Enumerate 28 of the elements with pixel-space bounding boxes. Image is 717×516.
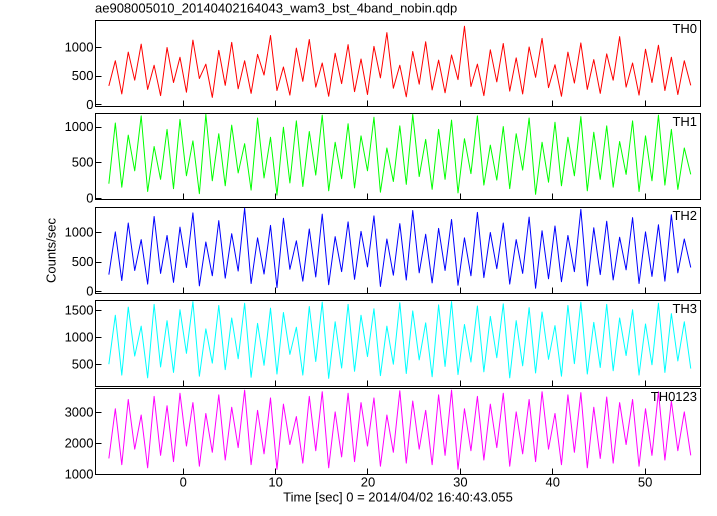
y-tick-label: 2000 — [64, 435, 94, 450]
series-label: TH3 — [672, 301, 697, 316]
y-tick-label: 0 — [86, 284, 94, 299]
y-tick-label: 3000 — [64, 404, 94, 420]
y-tick-label: 1500 — [64, 302, 94, 318]
x-tick-label: 50 — [638, 474, 652, 490]
x-tick-label: 0 — [180, 474, 187, 490]
y-tick-label: 1000 — [64, 39, 94, 54]
series-label: TH0 — [672, 21, 697, 36]
y-tick-label: 1000 — [64, 466, 94, 482]
x-tick-label: 40 — [545, 474, 560, 490]
y-tick-label: 500 — [72, 68, 94, 84]
y-tick-label: 0 — [86, 190, 94, 206]
x-tick-label: 20 — [360, 474, 376, 490]
series-label: TH1 — [672, 114, 697, 129]
x-tick-label: 30 — [453, 474, 468, 490]
x-tick-label: 10 — [268, 474, 283, 490]
y-tick-label: 0 — [86, 96, 94, 112]
x-axis-title: Time [sec] 0 = 2014/04/02 16:40:43.055 — [283, 490, 513, 504]
series-label: TH2 — [672, 208, 697, 223]
y-axis-title: Counts/sec — [44, 217, 59, 284]
y-tick-label: 1000 — [64, 119, 94, 134]
y-tick-label: 500 — [72, 356, 94, 372]
y-tick-label: 1000 — [64, 330, 94, 345]
y-tick-label: 1000 — [64, 224, 94, 240]
y-tick-label: 500 — [72, 154, 94, 170]
y-tick-label: 500 — [72, 254, 94, 270]
chart-title: ae908005010_20140402164043_wam3_bst_4band_nobin.qdp — [95, 0, 458, 16]
